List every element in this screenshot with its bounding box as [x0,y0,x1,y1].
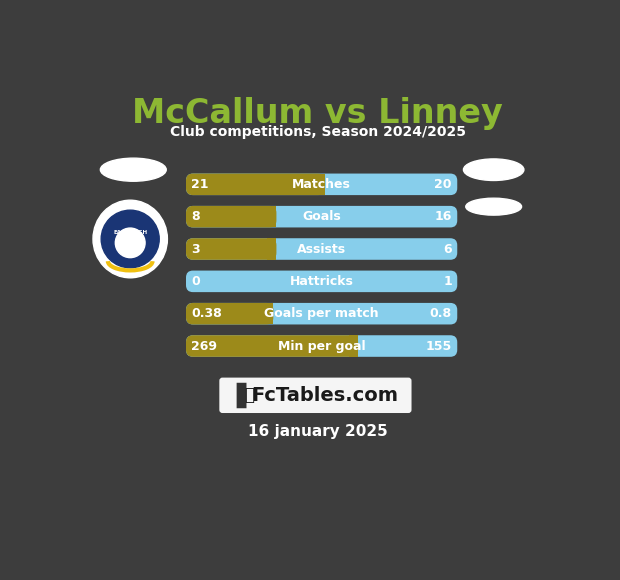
FancyBboxPatch shape [219,378,412,413]
Text: 8: 8 [192,210,200,223]
FancyBboxPatch shape [186,335,358,357]
FancyBboxPatch shape [186,270,458,292]
Text: 16: 16 [435,210,452,223]
Text: Goals: Goals [303,210,341,223]
Text: 6: 6 [443,242,452,256]
Bar [349,335,358,357]
Bar [267,206,277,227]
Text: Hattricks: Hattricks [290,275,353,288]
Text: Assists: Assists [297,242,346,256]
Bar [264,303,273,324]
Text: 0.38: 0.38 [192,307,222,320]
Text: 21: 21 [192,178,209,191]
FancyBboxPatch shape [186,238,277,260]
FancyBboxPatch shape [186,173,458,195]
FancyBboxPatch shape [186,206,277,227]
Text: FcTables.com: FcTables.com [252,386,399,405]
Text: 0: 0 [192,275,200,288]
Text: Goals per match: Goals per match [264,307,379,320]
Text: 📊: 📊 [244,386,254,404]
Ellipse shape [463,159,524,180]
Bar [316,173,325,195]
Circle shape [101,210,159,268]
FancyBboxPatch shape [186,335,458,357]
Ellipse shape [466,198,521,215]
Ellipse shape [93,200,167,278]
FancyBboxPatch shape [186,206,458,227]
Text: 0.8: 0.8 [430,307,452,320]
FancyBboxPatch shape [186,303,273,324]
Bar [267,238,277,260]
Text: EASTLEIGH: EASTLEIGH [113,230,148,235]
Text: 20: 20 [435,178,452,191]
Ellipse shape [100,158,166,182]
Text: Min per goal: Min per goal [278,339,365,353]
Text: 3: 3 [192,242,200,256]
FancyBboxPatch shape [186,238,458,260]
FancyBboxPatch shape [186,303,458,324]
Text: ▐: ▐ [227,383,246,408]
Circle shape [115,228,145,258]
Text: Club competitions, Season 2024/2025: Club competitions, Season 2024/2025 [170,125,466,139]
FancyBboxPatch shape [186,173,325,195]
Text: 155: 155 [425,339,452,353]
Text: Matches: Matches [292,178,351,191]
Text: 1: 1 [443,275,452,288]
Text: 16 january 2025: 16 january 2025 [248,424,388,439]
Text: 269: 269 [192,339,218,353]
Text: McCallum vs Linney: McCallum vs Linney [133,96,503,129]
